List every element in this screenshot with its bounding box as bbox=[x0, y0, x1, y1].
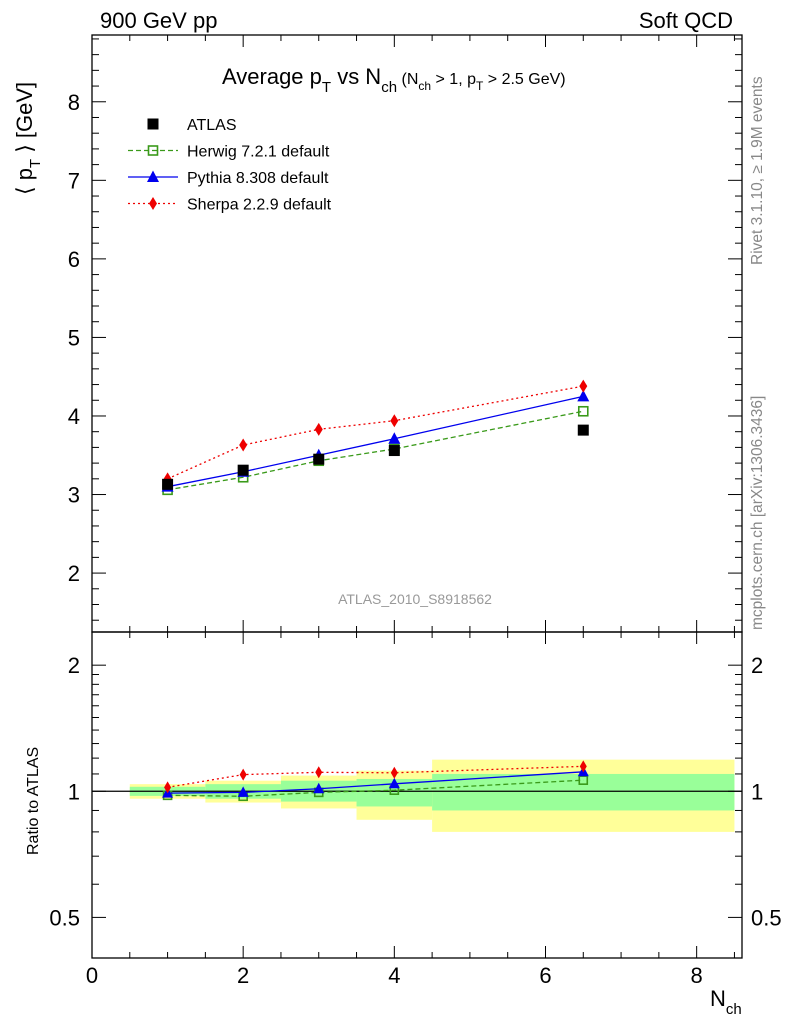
data-point-atlas bbox=[313, 453, 325, 465]
ratio-panel-frame bbox=[91, 631, 743, 959]
header-right-label: Soft QCD bbox=[639, 8, 733, 33]
legend-marker-sherpa bbox=[149, 197, 157, 210]
x-tick-label: 4 bbox=[388, 963, 400, 988]
ratio-point-pythia bbox=[388, 777, 400, 789]
x-tick-label: 8 bbox=[691, 963, 703, 988]
legend-label-pythia: Pythia 8.308 default bbox=[187, 170, 329, 187]
ratio-point-sherpa bbox=[579, 760, 587, 773]
legend-marker-atlas bbox=[147, 118, 159, 130]
y-tick-label: 6 bbox=[68, 247, 80, 272]
header-left-label: 900 GeV pp bbox=[100, 8, 217, 33]
ratio-y-tick-label: 2 bbox=[68, 653, 80, 678]
ratio-point-sherpa bbox=[239, 768, 247, 781]
rivet-label: Rivet 3.1.10, ≥ 1.9M events bbox=[749, 76, 766, 265]
ratio-panel-series bbox=[162, 760, 589, 802]
data-point-atlas bbox=[237, 464, 249, 476]
x-axis-label: Nch bbox=[710, 986, 742, 1018]
data-point-atlas bbox=[162, 478, 174, 490]
data-point-pythia bbox=[577, 389, 590, 402]
legend-label-herwig: Herwig 7.2.1 default bbox=[187, 144, 330, 161]
x-tick-label: 0 bbox=[86, 963, 98, 988]
y-tick-label: 5 bbox=[68, 325, 80, 350]
legend: ATLAS Herwig 7.2.1 default Pythia 8.308 de… bbox=[128, 117, 332, 214]
analysis-watermark: ATLAS_2010_S8918562 bbox=[338, 591, 492, 607]
ratio-y-tick-label-right: 1 bbox=[751, 779, 763, 804]
main-title: Average pT vs Nch (Nch > 1, pT > 2.5 GeV… bbox=[222, 64, 566, 96]
data-point-pythia bbox=[388, 432, 401, 444]
mcplots-label: mcplots.cern.ch [arXiv:1306.3436] bbox=[749, 396, 766, 630]
data-point-atlas bbox=[577, 424, 589, 436]
data-point-sherpa bbox=[390, 414, 399, 428]
ratio-point-sherpa bbox=[164, 781, 172, 794]
data-point-herwig bbox=[577, 405, 589, 417]
ratio-line-sherpa bbox=[167, 765, 584, 788]
legend-marker-pythia bbox=[147, 170, 159, 182]
ratio-line-herwig bbox=[167, 779, 584, 797]
axes: 0 2 4 6 8 2 3 4 5 6 7 8 0.5 0.5 1 1 2 2 bbox=[49, 34, 782, 988]
x-tick-label: 6 bbox=[539, 963, 551, 988]
ratio-point-pythia bbox=[313, 782, 325, 794]
y-tick-label: 7 bbox=[68, 168, 80, 193]
y-tick-label: 4 bbox=[68, 404, 80, 429]
ratio-uncertainty-bands bbox=[92, 759, 742, 832]
series-line-pythia bbox=[167, 395, 584, 488]
ratio-y-axis-label: Ratio to ATLAS bbox=[25, 747, 42, 855]
ratio-point-pythia bbox=[237, 786, 249, 797]
x-tick-label: 2 bbox=[237, 963, 249, 988]
main-y-axis-label: ⟨ pT ⟩ [GeV] bbox=[12, 82, 44, 195]
y-tick-label: 2 bbox=[68, 561, 80, 586]
ratio-y-tick-label-right: 0.5 bbox=[751, 905, 782, 930]
main-panel-series bbox=[161, 379, 590, 496]
data-point-sherpa bbox=[239, 438, 248, 452]
legend-label-sherpa: Sherpa 2.2.9 default bbox=[187, 197, 332, 214]
ratio-y-tick-label-right: 2 bbox=[751, 653, 763, 678]
y-tick-label: 3 bbox=[68, 483, 80, 508]
data-point-atlas bbox=[388, 445, 400, 457]
legend-label-atlas: ATLAS bbox=[187, 117, 237, 134]
ratio-y-tick-label: 1 bbox=[68, 779, 80, 804]
data-point-sherpa bbox=[579, 379, 588, 393]
series-line-sherpa bbox=[167, 385, 584, 480]
ratio-point-sherpa bbox=[315, 766, 323, 779]
data-point-sherpa bbox=[314, 422, 323, 436]
legend-marker-herwig bbox=[147, 145, 159, 156]
y-tick-label: 8 bbox=[68, 90, 80, 115]
ratio-y-tick-label: 0.5 bbox=[49, 905, 80, 930]
series-line-herwig bbox=[167, 410, 584, 491]
ratio-band-inner bbox=[432, 773, 735, 811]
ratio-point-sherpa bbox=[390, 766, 398, 779]
